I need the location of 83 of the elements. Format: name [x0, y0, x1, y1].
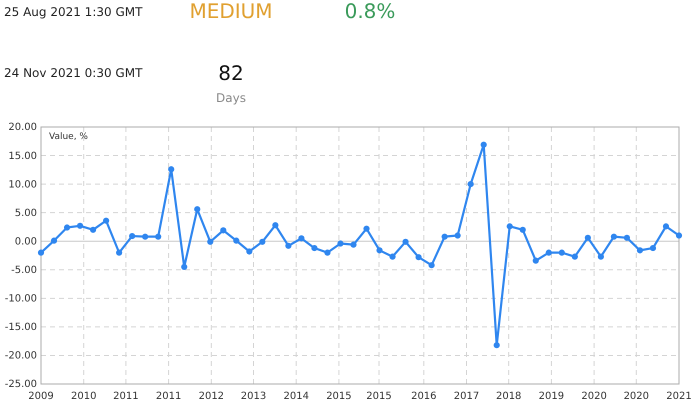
- y-tick-label: 0.00: [14, 236, 37, 248]
- x-tick-label: 2015: [366, 391, 392, 402]
- x-tick-label: 2014: [283, 391, 309, 402]
- y-tick-label: 20.00: [8, 122, 37, 134]
- point: [168, 166, 174, 172]
- point: [454, 232, 461, 239]
- x-tick-label: 2021: [666, 391, 692, 402]
- point: [506, 223, 513, 230]
- point: [376, 247, 383, 254]
- x-tick-label: 2016: [411, 391, 437, 402]
- x-tick-label: 2020: [624, 391, 650, 402]
- point: [520, 226, 526, 233]
- text: Days: [216, 91, 246, 105]
- x-tick-label: 2013: [240, 391, 266, 402]
- point: [259, 238, 266, 245]
- point: [298, 235, 304, 242]
- point: [402, 238, 409, 245]
- text: MEDIUM: [189, 0, 273, 23]
- x-tick-label: 2012: [198, 391, 224, 402]
- point: [76, 222, 84, 229]
- point: [285, 242, 292, 249]
- point: [220, 227, 226, 234]
- y-tick-label: 5.00: [14, 208, 37, 219]
- y-tick-label: -10.00: [4, 294, 37, 305]
- point: [662, 223, 670, 230]
- point: [624, 234, 630, 241]
- x-tick-label: 2017: [454, 391, 480, 402]
- point: [598, 254, 604, 260]
- y-tick-label: -20.00: [4, 350, 37, 362]
- point: [468, 181, 474, 188]
- point: [116, 250, 122, 256]
- point: [532, 258, 539, 264]
- point: [350, 242, 357, 248]
- point: [90, 226, 96, 233]
- point: [194, 206, 200, 212]
- y-tick-label: -5.00: [11, 264, 37, 276]
- point: [155, 234, 162, 240]
- point: [363, 226, 370, 232]
- x-tick-label: 2009: [28, 391, 54, 402]
- point: [610, 234, 617, 240]
- point: [311, 244, 318, 252]
- point: [38, 250, 44, 256]
- point: [676, 232, 682, 239]
- point: [207, 238, 214, 245]
- y-tick-label: -25.00: [4, 379, 37, 390]
- x-tick-label: 2018: [496, 391, 522, 402]
- point: [324, 250, 331, 256]
- x-tick-label: 2011: [156, 391, 182, 402]
- x-tick-label: 2020: [581, 391, 607, 402]
- point: [64, 224, 70, 231]
- point: [142, 234, 148, 240]
- y-tick-label: 15.00: [8, 150, 37, 162]
- point: [572, 254, 578, 260]
- y-tick-label: -15.00: [4, 322, 37, 334]
- point: [584, 234, 591, 241]
- y-axis-title: Value, %: [49, 132, 88, 142]
- point: [494, 342, 500, 348]
- x-tick-label: 2010: [70, 391, 96, 402]
- y-tick-label: 10.00: [8, 179, 37, 190]
- point: [546, 250, 552, 256]
- point: [636, 247, 644, 254]
- x-tick-label: 2019: [538, 391, 564, 402]
- text: 82: [218, 61, 244, 85]
- point: [129, 233, 136, 240]
- point: [233, 238, 240, 244]
- text: 24 Nov 2021 0:30 GMT: [4, 66, 144, 80]
- x-tick-label: 2011: [113, 391, 139, 402]
- point: [246, 248, 252, 255]
- point: [558, 250, 565, 256]
- point: [389, 254, 396, 260]
- point: [103, 218, 110, 224]
- text: 0.8%: [344, 0, 396, 23]
- point: [272, 222, 278, 228]
- x-tick-label: 2015: [326, 391, 352, 402]
- point: [50, 238, 58, 244]
- point: [428, 262, 435, 268]
- point: [442, 234, 448, 240]
- point: [337, 240, 344, 247]
- text: 25 Aug 2021 1:30 GMT: [4, 5, 144, 19]
- point: [480, 142, 487, 148]
- point: [181, 264, 188, 270]
- point: [416, 254, 422, 260]
- point: [650, 244, 656, 252]
